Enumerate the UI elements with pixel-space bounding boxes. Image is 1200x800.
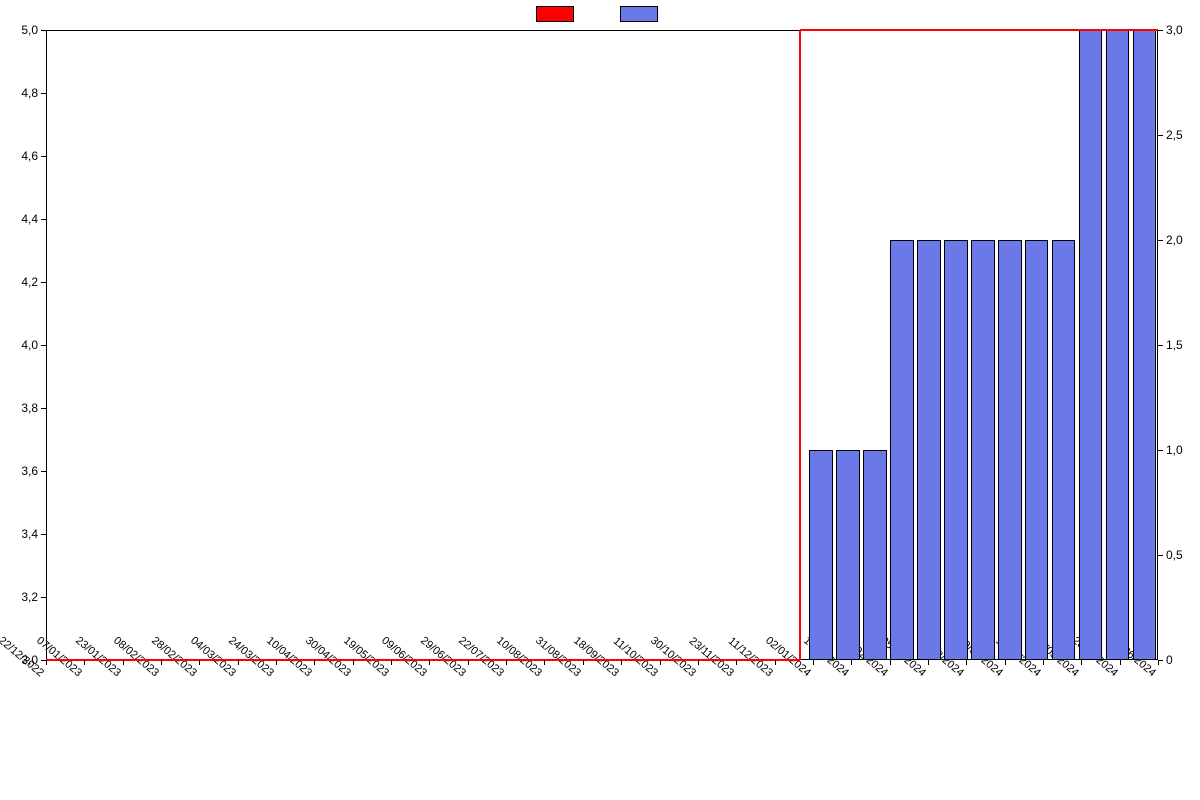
bar — [998, 240, 1021, 660]
bar — [863, 450, 886, 660]
legend-item-line — [536, 6, 580, 22]
line-segment — [46, 659, 800, 662]
y-left-tick-label: 4,4 — [0, 212, 38, 226]
y-left-tick-label: 3,4 — [0, 527, 38, 541]
line-segment — [799, 30, 802, 660]
y-right-tick-label: 2,5 — [1166, 128, 1183, 142]
bar — [1079, 30, 1102, 660]
bar — [944, 240, 967, 660]
bar — [971, 240, 994, 660]
bar — [890, 240, 913, 660]
y-right-tick-label: 3,0 — [1166, 23, 1183, 37]
legend-item-bar — [620, 6, 664, 22]
bar — [1025, 240, 1048, 660]
legend-swatch-bar — [620, 6, 658, 22]
bar — [836, 450, 859, 660]
bar — [1133, 30, 1156, 660]
y-left-tick-label: 4,8 — [0, 86, 38, 100]
y-right-tick-label: 1,0 — [1166, 443, 1183, 457]
y-left-tick-label: 3,8 — [0, 401, 38, 415]
chart-legend — [0, 6, 1200, 22]
y-right-tick-label: 0,5 — [1166, 548, 1183, 562]
y-left-tick-label: 4,6 — [0, 149, 38, 163]
chart-container: 3,0 3,2 3,4 3,6 3,8 4,0 4,2 4,4 4,6 4,8 5,0 0 0,5 1,… — [0, 0, 1200, 800]
y-right-tick-label: 0 — [1166, 653, 1173, 667]
bar — [1106, 30, 1129, 660]
y-right-tick-label: 1,5 — [1166, 338, 1183, 352]
y-left-tick-label: 3,6 — [0, 464, 38, 478]
y-left-tick-label: 5,0 — [0, 23, 38, 37]
bar — [1052, 240, 1075, 660]
bar — [809, 450, 832, 660]
y-left-tick-label: 4,0 — [0, 338, 38, 352]
line-segment — [800, 29, 1158, 32]
bar — [917, 240, 940, 660]
legend-swatch-line — [536, 6, 574, 22]
y-left-tick-label: 4,2 — [0, 275, 38, 289]
y-right-tick-label: 2,0 — [1166, 233, 1183, 247]
y-left-tick-label: 3,2 — [0, 590, 38, 604]
